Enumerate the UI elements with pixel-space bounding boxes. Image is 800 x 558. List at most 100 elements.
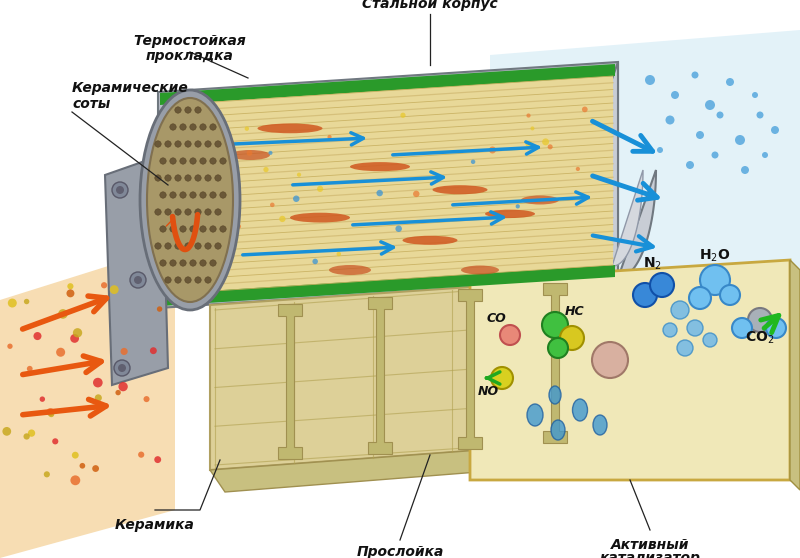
Circle shape <box>112 182 128 198</box>
Circle shape <box>210 226 216 232</box>
Circle shape <box>686 161 694 169</box>
Circle shape <box>313 259 318 264</box>
Ellipse shape <box>402 235 458 245</box>
Circle shape <box>200 158 206 164</box>
Circle shape <box>245 127 249 131</box>
Circle shape <box>195 107 202 113</box>
Circle shape <box>185 107 191 113</box>
Circle shape <box>160 158 166 164</box>
Circle shape <box>400 113 406 118</box>
Circle shape <box>205 209 211 215</box>
Circle shape <box>633 283 657 307</box>
Circle shape <box>175 107 181 113</box>
Circle shape <box>143 396 150 402</box>
Circle shape <box>94 395 102 401</box>
Circle shape <box>170 192 176 198</box>
Circle shape <box>530 127 534 131</box>
Circle shape <box>395 225 402 232</box>
Circle shape <box>246 150 252 156</box>
Polygon shape <box>490 30 800 310</box>
Circle shape <box>165 243 171 249</box>
Circle shape <box>175 141 181 147</box>
Circle shape <box>121 348 128 355</box>
Polygon shape <box>470 260 790 480</box>
Text: Активный: Активный <box>610 538 690 552</box>
Polygon shape <box>105 155 168 385</box>
Circle shape <box>180 158 186 164</box>
Circle shape <box>190 260 196 266</box>
Circle shape <box>592 342 628 378</box>
Circle shape <box>735 135 745 145</box>
Ellipse shape <box>147 98 233 302</box>
Circle shape <box>377 190 383 196</box>
Circle shape <box>677 340 693 356</box>
Circle shape <box>214 243 221 249</box>
Circle shape <box>279 216 286 222</box>
Circle shape <box>40 396 45 402</box>
Circle shape <box>48 411 54 417</box>
Text: Прослойка: Прослойка <box>356 545 444 558</box>
Circle shape <box>671 301 689 319</box>
Text: N$_2$: N$_2$ <box>642 256 662 272</box>
Circle shape <box>185 209 191 215</box>
Text: Термостойкая: Термостойкая <box>134 34 246 48</box>
Circle shape <box>170 158 176 164</box>
Circle shape <box>703 333 717 347</box>
Circle shape <box>46 408 54 416</box>
Circle shape <box>154 456 161 463</box>
Circle shape <box>526 141 532 147</box>
Circle shape <box>293 195 299 202</box>
Circle shape <box>700 265 730 295</box>
Circle shape <box>220 192 226 198</box>
Circle shape <box>752 92 758 98</box>
Circle shape <box>205 141 211 147</box>
Circle shape <box>93 378 102 387</box>
Circle shape <box>210 260 216 266</box>
Circle shape <box>157 306 162 312</box>
Circle shape <box>190 192 196 198</box>
Circle shape <box>79 463 86 469</box>
Circle shape <box>413 191 419 197</box>
Circle shape <box>657 147 663 153</box>
Polygon shape <box>790 260 800 490</box>
Circle shape <box>200 260 206 266</box>
Circle shape <box>155 243 161 249</box>
Circle shape <box>155 141 161 147</box>
Polygon shape <box>543 282 567 444</box>
Circle shape <box>92 465 99 472</box>
Circle shape <box>471 160 475 164</box>
Circle shape <box>195 277 202 283</box>
Text: катализатор: катализатор <box>599 551 701 558</box>
Circle shape <box>689 287 711 309</box>
Circle shape <box>52 438 58 444</box>
Ellipse shape <box>140 90 240 310</box>
Circle shape <box>165 175 171 181</box>
Circle shape <box>73 328 82 338</box>
Polygon shape <box>458 290 482 449</box>
Circle shape <box>8 299 17 307</box>
Circle shape <box>526 113 530 118</box>
Circle shape <box>663 323 677 337</box>
Circle shape <box>27 366 33 372</box>
Circle shape <box>114 360 130 376</box>
Circle shape <box>180 260 186 266</box>
Circle shape <box>200 226 206 232</box>
Circle shape <box>542 312 568 338</box>
Text: NO: NO <box>478 385 498 398</box>
Circle shape <box>118 364 126 372</box>
Circle shape <box>500 325 520 345</box>
Circle shape <box>70 475 80 485</box>
Circle shape <box>170 260 176 266</box>
Text: Керамика: Керамика <box>115 518 195 532</box>
Circle shape <box>175 209 181 215</box>
Circle shape <box>185 141 191 147</box>
Ellipse shape <box>258 123 322 133</box>
Polygon shape <box>160 64 615 105</box>
Circle shape <box>317 186 323 192</box>
Polygon shape <box>168 74 613 295</box>
Ellipse shape <box>329 265 371 275</box>
Ellipse shape <box>350 162 410 171</box>
Ellipse shape <box>290 213 350 223</box>
Ellipse shape <box>549 386 561 404</box>
Circle shape <box>560 326 584 350</box>
